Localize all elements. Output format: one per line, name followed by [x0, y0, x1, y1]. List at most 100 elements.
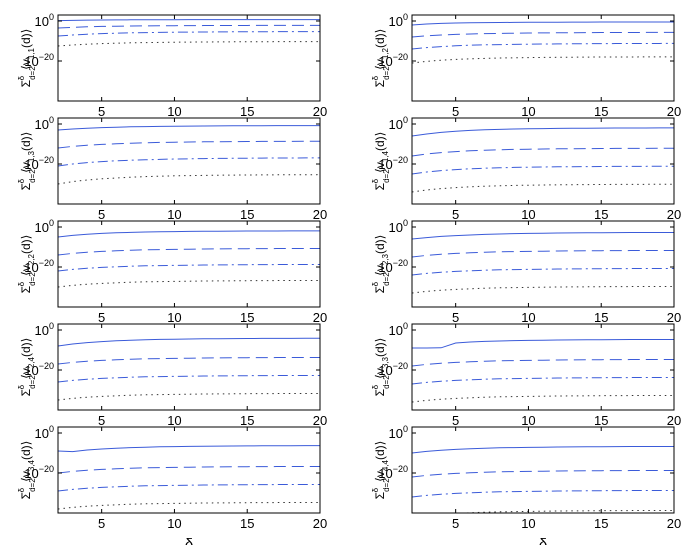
x-tick-label: 20 — [313, 413, 327, 428]
x-axis-label: δ — [185, 536, 193, 545]
y-tick-label: 100 — [35, 115, 54, 132]
series-line-dashdot — [412, 165, 674, 175]
series-line-solid — [412, 21, 674, 26]
series-line-dotted — [58, 501, 320, 510]
x-tick-label: 15 — [594, 413, 608, 428]
x-tick-label: 20 — [313, 104, 327, 119]
x-tick-label: 10 — [521, 516, 535, 531]
series-line-solid — [58, 230, 320, 238]
plot-frame — [411, 220, 675, 308]
x-tick-label: 10 — [167, 207, 181, 222]
series-line-dotted — [58, 279, 320, 288]
series-line-dashdot — [412, 489, 674, 498]
x-tick-label: 15 — [594, 104, 608, 119]
series-line-dotted — [412, 394, 674, 403]
series-line-dotted — [58, 41, 320, 47]
x-tick-label: 20 — [667, 207, 681, 222]
x-tick-label: 5 — [98, 104, 105, 119]
series-line-solid — [58, 125, 320, 131]
series-line-dashed — [412, 358, 674, 367]
series-line-dashed — [412, 469, 674, 478]
series-line-solid — [412, 338, 674, 349]
x-tick-label: 20 — [667, 310, 681, 325]
series-line-dashdot — [58, 263, 320, 272]
y-tick-label: 100 — [389, 321, 408, 338]
x-tick-label: 5 — [452, 310, 459, 325]
y-axis-label: Σd=2δ⟨v1,1(d)⟩ — [17, 29, 37, 88]
series-line-dashdot — [412, 267, 674, 276]
x-tick-label: 5 — [98, 207, 105, 222]
series-line-solid — [412, 231, 674, 240]
series-line-dashdot — [58, 374, 320, 383]
x-tick-label: 15 — [594, 310, 608, 325]
y-tick-label: 10−20 — [24, 155, 54, 172]
series-line-dotted — [58, 174, 320, 185]
x-tick-label: 20 — [313, 207, 327, 222]
y-axis-label: Σd=2δ⟨v2,2(d)⟩ — [17, 235, 37, 294]
x-tick-label: 15 — [594, 207, 608, 222]
y-tick-label: 100 — [35, 321, 54, 338]
series-line-dashdot — [58, 483, 320, 492]
series-line-dashed — [412, 31, 674, 38]
y-tick-label: 100 — [35, 424, 54, 441]
y-axis-label: Σd=2δ⟨v3,3(d)⟩ — [371, 338, 391, 397]
y-tick-label: 10−20 — [378, 52, 408, 69]
x-tick-label: 15 — [594, 516, 608, 531]
x-tick-label: 10 — [167, 104, 181, 119]
series-line-dashed — [412, 147, 674, 157]
x-tick-label: 10 — [521, 310, 535, 325]
series-line-dotted — [412, 56, 674, 64]
x-tick-label: 10 — [167, 413, 181, 428]
plot-frame — [57, 323, 321, 411]
x-tick-label: 10 — [521, 207, 535, 222]
series-line-dashed — [58, 140, 320, 149]
plot-frame — [411, 14, 675, 102]
plot-frame — [57, 220, 321, 308]
y-tick-label: 100 — [389, 115, 408, 132]
x-tick-label: 15 — [240, 207, 254, 222]
x-tick-label: 5 — [452, 516, 459, 531]
series-line-solid — [58, 337, 320, 347]
y-tick-label: 10−20 — [378, 155, 408, 172]
series-line-dotted — [412, 285, 674, 294]
series-line-dashed — [58, 356, 320, 365]
series-line-solid — [58, 445, 320, 453]
series-line-dotted — [412, 183, 674, 193]
y-axis-label: Σd=2δ⟨v2,3(d)⟩ — [371, 235, 391, 294]
x-tick-label: 20 — [313, 310, 327, 325]
series-line-dotted — [58, 392, 320, 401]
y-axis-label: Σd=2δ⟨v1,3(d)⟩ — [17, 132, 37, 191]
x-tick-label: 5 — [98, 516, 105, 531]
series-line-dashed — [412, 249, 674, 258]
y-tick-label: 10−20 — [24, 464, 54, 481]
y-tick-label: 10−20 — [24, 52, 54, 69]
series-line-dashed — [58, 24, 320, 29]
x-tick-label: 15 — [240, 104, 254, 119]
y-tick-label: 100 — [389, 12, 408, 29]
x-tick-label: 10 — [167, 310, 181, 325]
x-tick-label: 10 — [521, 104, 535, 119]
y-axis-label: Σd=2δ⟨v1,2(d)⟩ — [371, 29, 391, 88]
x-tick-label: 5 — [98, 413, 105, 428]
x-tick-label: 20 — [313, 516, 327, 531]
plot-frame — [411, 117, 675, 205]
y-tick-label: 100 — [35, 218, 54, 235]
x-tick-label: 15 — [240, 516, 254, 531]
plot-frame — [411, 426, 675, 514]
plot-frame — [57, 117, 321, 205]
y-axis-label: Σd=2δ⟨v4,4(d)⟩ — [371, 441, 391, 500]
y-axis-label: Σd=2δ⟨v3,4(d)⟩ — [17, 441, 37, 500]
x-axis-label: δ — [539, 536, 547, 545]
x-tick-label: 20 — [667, 104, 681, 119]
x-tick-label: 5 — [452, 413, 459, 428]
plot-frame — [411, 323, 675, 411]
